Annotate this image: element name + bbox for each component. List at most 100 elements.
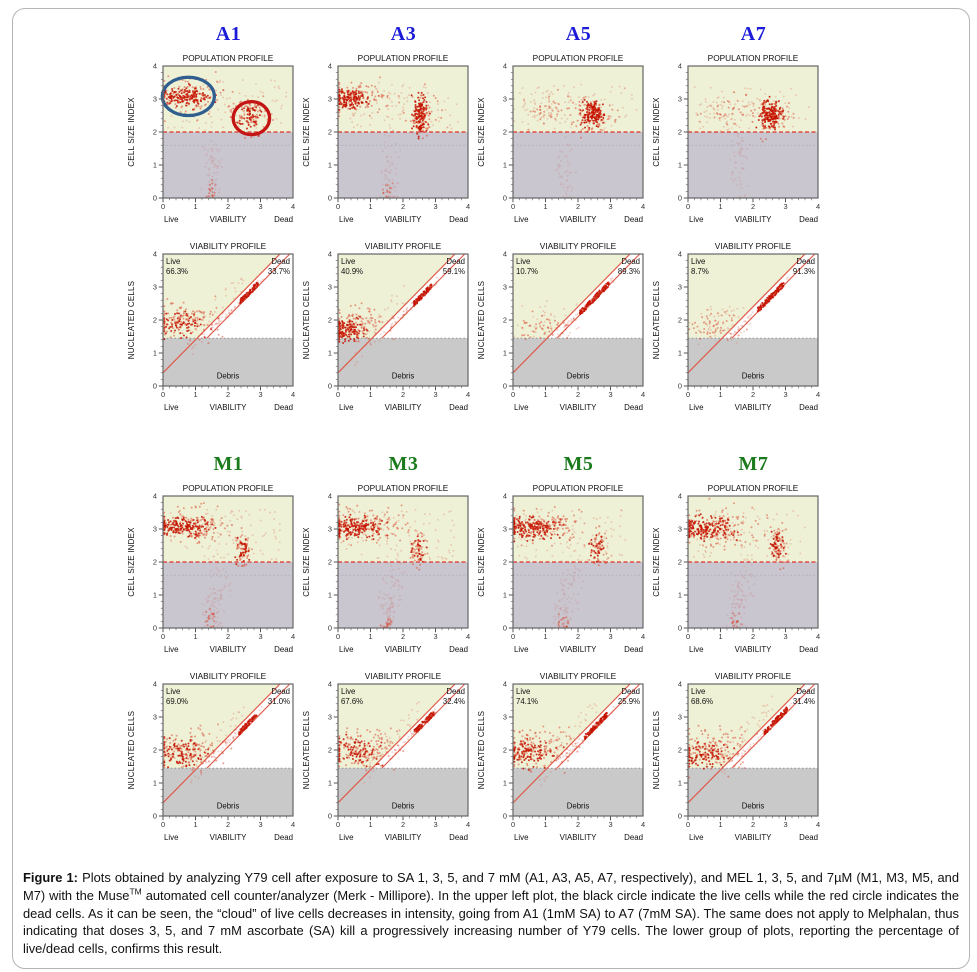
x-axis-dead-label: Dead: [624, 403, 643, 412]
x-tick-label: 1: [543, 202, 547, 211]
plot-frame: [337, 495, 469, 629]
x-tick-label: 1: [193, 820, 197, 829]
x-tick-label: 4: [641, 632, 645, 641]
x-tick-label: 1: [193, 390, 197, 399]
y-tick-label: 4: [328, 62, 332, 71]
x-tick-label: 3: [608, 202, 612, 211]
y-tick-label: 1: [328, 591, 332, 600]
y-tick-label: 0: [328, 812, 332, 821]
plot-title: VIABILITY PROFILE: [365, 671, 442, 681]
group-spacer: [127, 423, 969, 451]
x-tick-label: 4: [466, 390, 470, 399]
column-title-A1: A1: [215, 23, 242, 45]
x-tick-label: 3: [258, 820, 262, 829]
caption-text-2: automated cell counter/analyzer (Merk - …: [23, 887, 959, 957]
dead-label: Dead: [796, 687, 815, 696]
panel-viability-A3: VIABILITY PROFILE Live 40.9% Dead 59.1% Debri…: [302, 240, 477, 423]
x-tick-label: 0: [686, 390, 690, 399]
scatter-points: [163, 277, 264, 356]
plot-title: POPULATION PROFILE: [708, 483, 799, 493]
y-tick-label: 2: [678, 558, 682, 567]
y-axis-label: NUCLEATED CELLS: [477, 281, 486, 359]
live-percentage: 68.6%: [691, 697, 713, 706]
viability-profile-plot-A1: VIABILITY PROFILELive66.3%Dead33.7%Debri…: [127, 241, 295, 412]
live-region: [688, 254, 805, 339]
panel-population-A7: POPULATION PROFILE 0 0 1 1 2 2 3 3 4 4 Live VIABILIT…: [652, 52, 827, 235]
live-region: [338, 254, 455, 339]
live-percentage: 74.1%: [516, 697, 538, 706]
axis-tick-labels: 00 1 1 2 2 3 3 4 4: [328, 680, 470, 829]
plot-frame: [162, 683, 294, 817]
y-tick-label: 1: [153, 161, 157, 170]
x-axis-dead-label: Dead: [799, 833, 818, 842]
debris-region: [338, 562, 468, 628]
x-tick-label: 3: [433, 390, 437, 399]
x-tick-label: 2: [401, 390, 405, 399]
x-tick-label: 3: [608, 820, 612, 829]
debris-label: Debris: [217, 802, 240, 811]
x-tick-label: 4: [816, 202, 820, 211]
x-tick-label: 0: [161, 820, 165, 829]
panel-viability-A5: VIABILITY PROFILE Live 10.7% Dead 89.3% Debri…: [477, 240, 652, 423]
y-axis-label: NUCLEATED CELLS: [302, 711, 311, 789]
live-label: Live: [341, 257, 355, 266]
x-axis-live-label: Live: [339, 833, 354, 842]
y-tick-label: 4: [678, 250, 682, 259]
viability-profile-plot-A3: VIABILITY PROFILELive40.9%Dead59.1%Debri…: [302, 241, 470, 412]
x-tick-label: 1: [718, 820, 722, 829]
x-tick-label: 4: [291, 632, 295, 641]
plot-title: VIABILITY PROFILE: [365, 241, 442, 251]
y-tick-label: 3: [328, 713, 332, 722]
panel-population-A5: POPULATION PROFILE 0 0 1 1 2 2 3 3 4 4 Live VIABILIT…: [477, 52, 652, 235]
population-profile-plot-M1: POPULATION PROFILE 00 1 1 2 2 3 3 4 4 Live VIABILIT…: [127, 483, 295, 654]
y-axis-label: NUCLEATED CELLS: [302, 281, 311, 359]
x-axis-label: VIABILITY: [385, 833, 423, 842]
dead-percentage: 33.7%: [268, 267, 290, 276]
dead-percentage: 91.3%: [793, 267, 815, 276]
caption-label: Figure 1:: [23, 870, 78, 885]
x-tick-label: 0: [686, 202, 690, 211]
y-tick-label: 4: [328, 250, 332, 259]
axis-tick-labels: 00 1 1 2 2 3 3 4 4: [503, 62, 645, 211]
x-tick-label: 4: [291, 202, 295, 211]
plot-title: VIABILITY PROFILE: [190, 241, 267, 251]
dead-circle-annotation: [231, 99, 272, 137]
y-axis-label: NUCLEATED CELLS: [127, 711, 136, 789]
viability-profile-plot-A7: VIABILITY PROFILELive8.7%Dead91.3%Debris…: [652, 241, 820, 412]
x-axis-dead-label: Dead: [449, 833, 468, 842]
y-tick-label: 2: [503, 316, 507, 325]
figure-frame: A1 A3 A5 A7 POPULATION PROFILE 0 0 1 1 2 2 3 3 4 4 Live…: [12, 8, 970, 969]
x-tick-label: 0: [511, 632, 515, 641]
y-axis-label: CELL SIZE INDEX: [652, 527, 661, 597]
viability-profile-plot-M3: VIABILITY PROFILELive67.6%Dead32.4%Debri…: [302, 671, 470, 842]
axis-tick-labels: 00 1 1 2 2 3 3 4 4: [153, 62, 295, 211]
debris-label: Debris: [217, 372, 240, 381]
debris-region: [163, 562, 293, 628]
x-tick-label: 4: [466, 820, 470, 829]
x-tick-label: 0: [336, 390, 340, 399]
y-axis-label: CELL SIZE INDEX: [127, 97, 136, 167]
population-profile-plot-M5: POPULATION PROFILE 00 1 1 2 2 3 3 4 4 Live VIABILIT…: [477, 483, 645, 654]
x-axis-label: VIABILITY: [735, 215, 773, 224]
x-axis-label: VIABILITY: [735, 645, 773, 654]
y-tick-label: 2: [328, 746, 332, 755]
x-axis-dead-label: Dead: [624, 645, 643, 654]
x-axis-label: VIABILITY: [560, 833, 598, 842]
x-tick-label: 4: [816, 820, 820, 829]
x-axis-live-label: Live: [514, 645, 529, 654]
y-tick-label: 0: [153, 194, 157, 203]
debris-region: [513, 768, 643, 816]
x-tick-label: 1: [368, 202, 372, 211]
x-axis-label: VIABILITY: [385, 215, 423, 224]
x-tick-label: 1: [368, 820, 372, 829]
x-axis-live-label: Live: [164, 645, 179, 654]
population-profile-plot-M3: POPULATION PROFILE 00 1 1 2 2 3 3 4 4 Live VIABILIT…: [302, 483, 470, 654]
x-axis-label: VIABILITY: [560, 645, 598, 654]
x-axis-dead-label: Dead: [449, 215, 468, 224]
y-tick-label: 1: [328, 161, 332, 170]
x-tick-label: 0: [511, 390, 515, 399]
x-axis-dead-label: Dead: [449, 403, 468, 412]
plot-frame: [512, 683, 644, 817]
population-profile-plot-M7: POPULATION PROFILE 00 1 1 2 2 3 3 4 4 Live VIABILIT…: [652, 483, 820, 654]
panel-population-M3: POPULATION PROFILE 0 0 1 1 2 2 3 3 4 4 Live VIABILIT…: [302, 482, 477, 665]
